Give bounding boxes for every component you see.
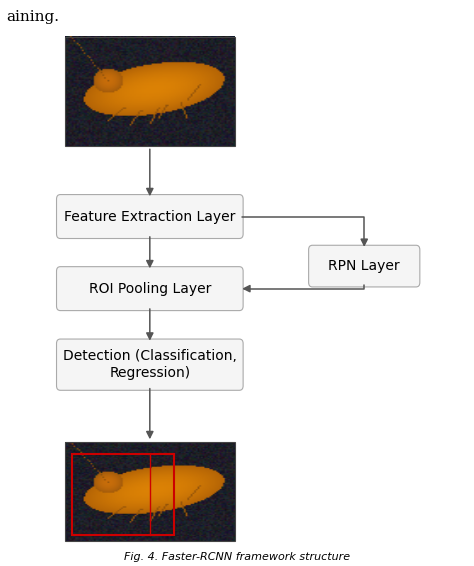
Bar — [72, 454, 173, 535]
Text: Feature Extraction Layer: Feature Extraction Layer — [64, 209, 236, 224]
Text: RPN Layer: RPN Layer — [328, 259, 400, 273]
Text: Detection (Classification,
Regression): Detection (Classification, Regression) — [63, 349, 237, 380]
FancyBboxPatch shape — [309, 245, 420, 287]
Text: Fig. 4. Faster-RCNN framework structure: Fig. 4. Faster-RCNN framework structure — [124, 552, 350, 562]
FancyBboxPatch shape — [56, 339, 243, 391]
Text: ROI Pooling Layer: ROI Pooling Layer — [89, 282, 211, 295]
Bar — [65, 37, 235, 147]
Text: aining.: aining. — [6, 10, 59, 24]
FancyBboxPatch shape — [56, 195, 243, 238]
FancyBboxPatch shape — [56, 267, 243, 311]
Bar — [65, 442, 235, 541]
